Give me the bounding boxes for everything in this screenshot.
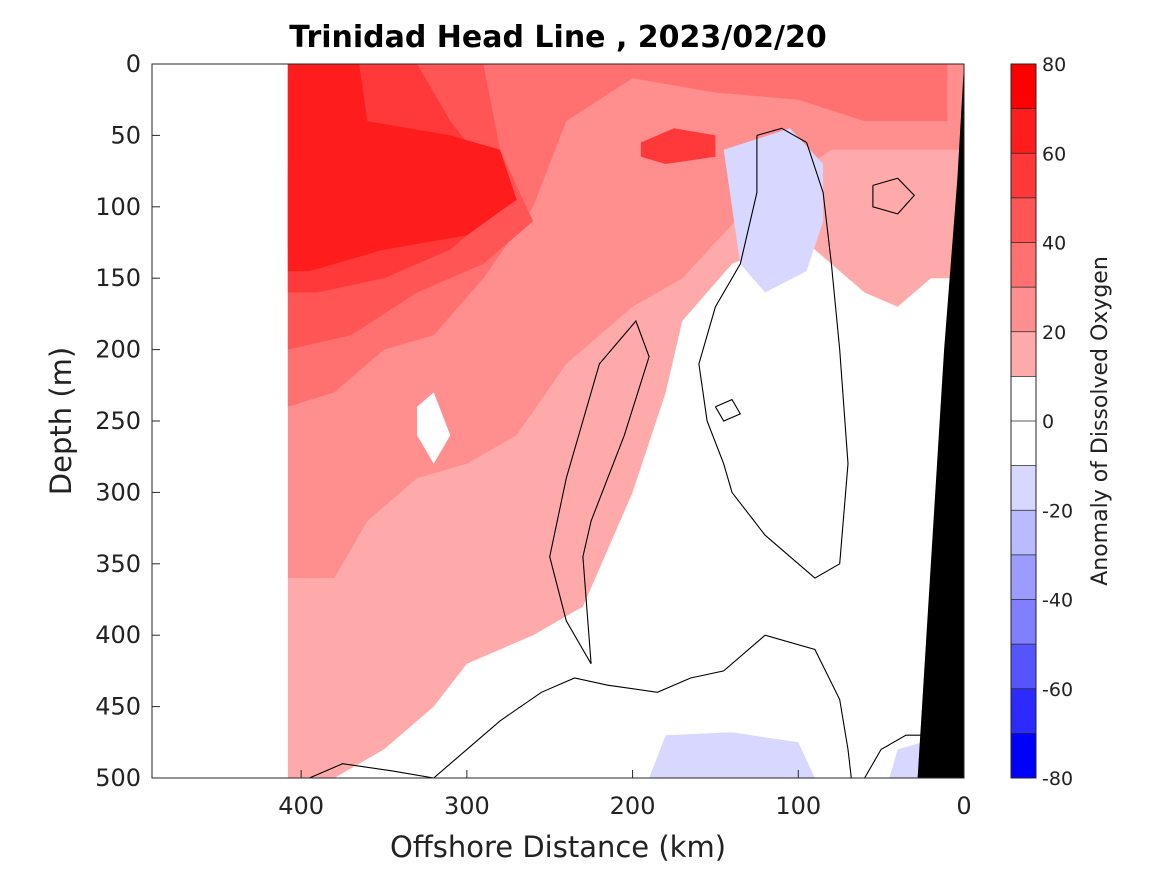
colorbar-swatch xyxy=(1011,153,1036,198)
colorbar: 80 60 40 20 0 -20 -40 -60 -80 xyxy=(1010,54,1073,790)
bottom-negative-patch xyxy=(649,732,815,778)
x-axis-label: Offshore Distance (km) xyxy=(390,830,726,864)
x-tick-label: 200 xyxy=(610,792,656,820)
y-tick-label: 400 xyxy=(95,621,141,649)
colorbar-tick-label: 0 xyxy=(1042,411,1054,433)
colorbar-swatch xyxy=(1011,287,1036,332)
colorbar-swatch xyxy=(1011,242,1036,288)
y-tick-label: 350 xyxy=(95,550,141,578)
zero-band-lower xyxy=(287,235,964,778)
zero-band-island xyxy=(417,392,451,464)
y-tick-label: 450 xyxy=(95,693,141,721)
colorbar-tick-label: -20 xyxy=(1042,500,1073,522)
continental-slope xyxy=(917,64,964,778)
zero-contour-bump xyxy=(714,398,742,422)
colorbar-frame xyxy=(1010,63,1037,779)
zero-contour-offshore-loop xyxy=(549,319,650,665)
zero-contour-nearshore xyxy=(872,177,916,215)
colorbar-swatch xyxy=(1011,421,1036,466)
colorbar-tick-label: -80 xyxy=(1042,768,1073,790)
y-tick-label: 250 xyxy=(95,407,141,435)
x-tick-label: 300 xyxy=(444,792,490,820)
y-tick-label: 100 xyxy=(95,193,141,221)
zero-contour-deep-lower xyxy=(309,763,434,778)
core-60 xyxy=(287,64,517,272)
zero-contour-bottom-right xyxy=(864,734,923,778)
colorbar-tick-label: 60 xyxy=(1042,143,1066,165)
y-tick-label: 0 xyxy=(126,50,141,78)
negative-anomaly-outer xyxy=(723,128,824,293)
mid-60-patch xyxy=(640,128,716,164)
colorbar-tick-label: -40 xyxy=(1042,590,1073,612)
colorbar-swatch xyxy=(1011,510,1036,555)
zero-contour-deep-upper xyxy=(433,634,852,778)
y-tick-label: 300 xyxy=(95,478,141,506)
y-axis: 0 50 100 150 200 250 300 350 400 450 500 xyxy=(95,50,160,792)
colorbar-swatch xyxy=(1011,331,1036,377)
y-tick-label: 50 xyxy=(110,121,141,149)
colorbar-swatch xyxy=(1011,376,1036,421)
x-axis: 400 300 200 100 0 xyxy=(278,770,972,820)
x-tick-label: 0 xyxy=(956,792,971,820)
y-tick-label: 500 xyxy=(95,764,141,792)
colorbar-tick-label: 80 xyxy=(1042,54,1066,76)
colorbar-tick-label: 20 xyxy=(1042,322,1066,344)
x-tick-label: 400 xyxy=(278,792,324,820)
colorbar-swatch xyxy=(1011,64,1036,109)
colorbar-swatch xyxy=(1011,108,1036,154)
y-tick-label: 150 xyxy=(95,264,141,292)
colorbar-tick-label: -60 xyxy=(1042,679,1073,701)
x-tick-label: 100 xyxy=(775,792,821,820)
colorbar-swatch xyxy=(1011,644,1036,689)
colorbar-swatch xyxy=(1011,733,1036,778)
plot-area xyxy=(287,64,964,778)
zero-contour-central-loop xyxy=(698,127,849,579)
y-tick-label: 200 xyxy=(95,336,141,364)
y-axis-label: Depth (m) xyxy=(44,347,78,495)
colorbar-label: Anomaly of Dissolved Oxygen xyxy=(1088,256,1113,586)
colorbar-tick-label: 40 xyxy=(1042,233,1066,255)
colorbar-swatch xyxy=(1011,197,1036,243)
colorbar-swatch xyxy=(1011,688,1036,734)
colorbar-swatch xyxy=(1011,599,1036,645)
colorbar-swatch xyxy=(1011,554,1036,600)
colorbar-swatch xyxy=(1011,465,1036,511)
chart-title: Trinidad Head Line , 2023/02/20 xyxy=(289,20,826,55)
